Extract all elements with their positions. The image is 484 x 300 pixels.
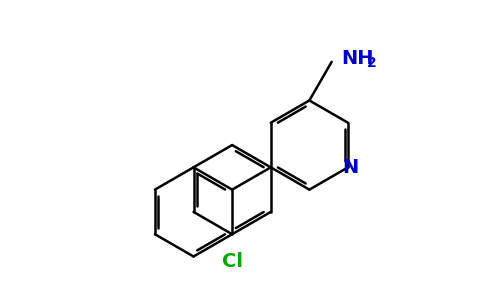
Text: 2: 2 [367,56,377,70]
Text: Cl: Cl [222,252,242,271]
Text: NH: NH [342,50,374,68]
Text: N: N [342,158,358,177]
